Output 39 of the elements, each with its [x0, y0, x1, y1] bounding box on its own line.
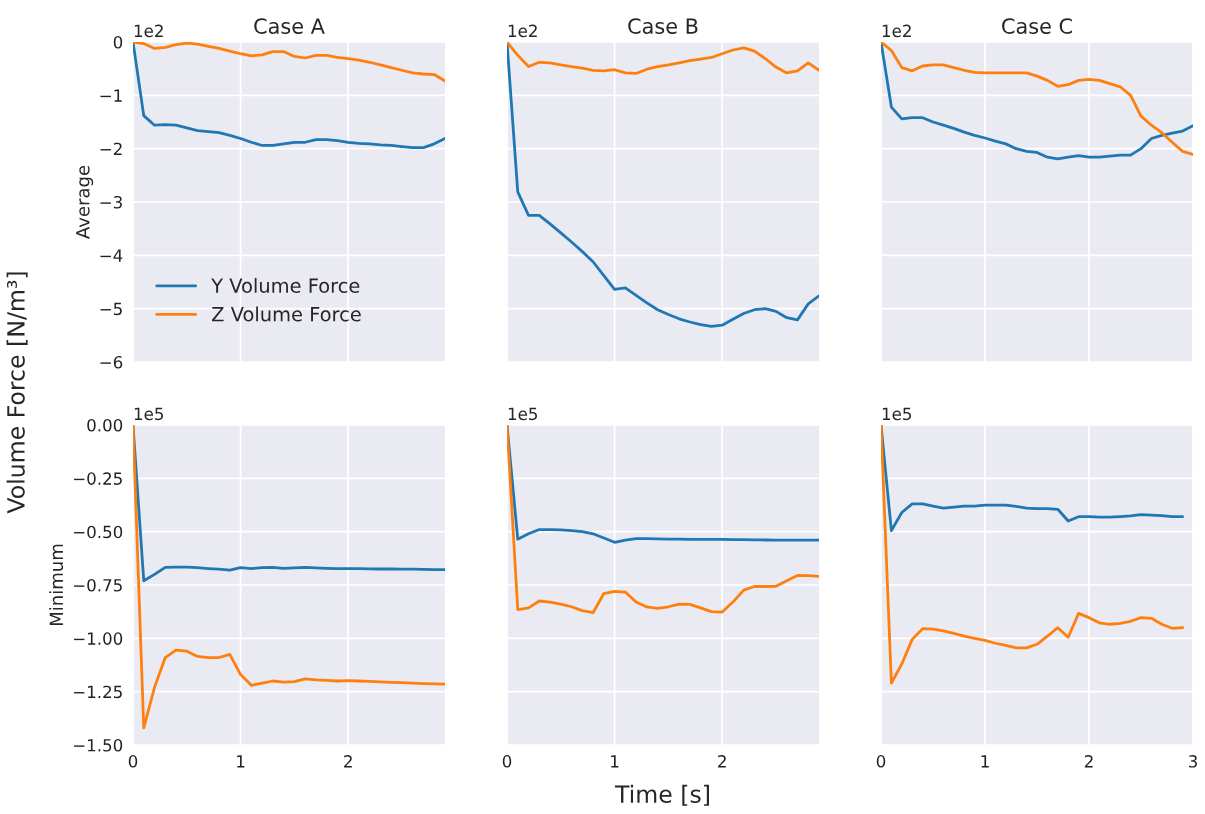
y-tick-label: −0.75 [73, 578, 122, 592]
text: Volume Force [N/m³] [6, 272, 28, 514]
y-tick-label: −5 [100, 302, 122, 316]
x-tick-label: 2 [1084, 755, 1093, 768]
legend-label: Z Volume Force [212, 306, 361, 322]
chart-title: Case A [254, 18, 325, 34]
text: 1e5 [134, 407, 164, 421]
text: 1e5 [882, 407, 912, 421]
x-tick-label: 1 [611, 755, 619, 768]
y-tick-label: 0 [113, 35, 123, 49]
chart-title: Case B [628, 18, 698, 34]
y-tick-label: −6 [100, 355, 123, 369]
x-tick-label: 2 [718, 755, 726, 768]
y-axis-title: Average [76, 165, 94, 239]
x-axis-title: Time [s] [614, 784, 709, 806]
text: 1e2 [882, 24, 911, 38]
legend-label: Y Volume Force [211, 277, 360, 293]
y-tick-label: −2 [100, 142, 122, 155]
x-tick-label: 2 [344, 755, 352, 768]
y-tick-label: −4 [100, 249, 123, 262]
y-tick-label: −3 [100, 195, 122, 209]
y-tick-label: −1 [100, 89, 122, 102]
y-tick-label: −1.50 [73, 738, 123, 752]
y-tick-label: 0.00 [87, 418, 123, 432]
x-tick-label: 1 [981, 755, 989, 768]
y-tick-label: −1.00 [73, 632, 123, 645]
x-tick-label: 0 [502, 755, 512, 768]
y-tick-label: −0.25 [73, 472, 122, 485]
text: 1e2 [134, 24, 163, 38]
x-tick-label: 0 [128, 755, 138, 768]
y-tick-label: −1.25 [73, 685, 122, 699]
x-tick-label: 1 [237, 755, 245, 768]
y-tick-label: −0.50 [73, 525, 123, 539]
text: 1e5 [508, 407, 538, 421]
text: 1e2 [508, 24, 537, 38]
y-axis-title: Minimum [49, 544, 64, 626]
x-tick-label: 0 [876, 755, 886, 768]
x-tick-label: 3 [1188, 755, 1197, 768]
chart-title: Case C [1002, 18, 1072, 34]
